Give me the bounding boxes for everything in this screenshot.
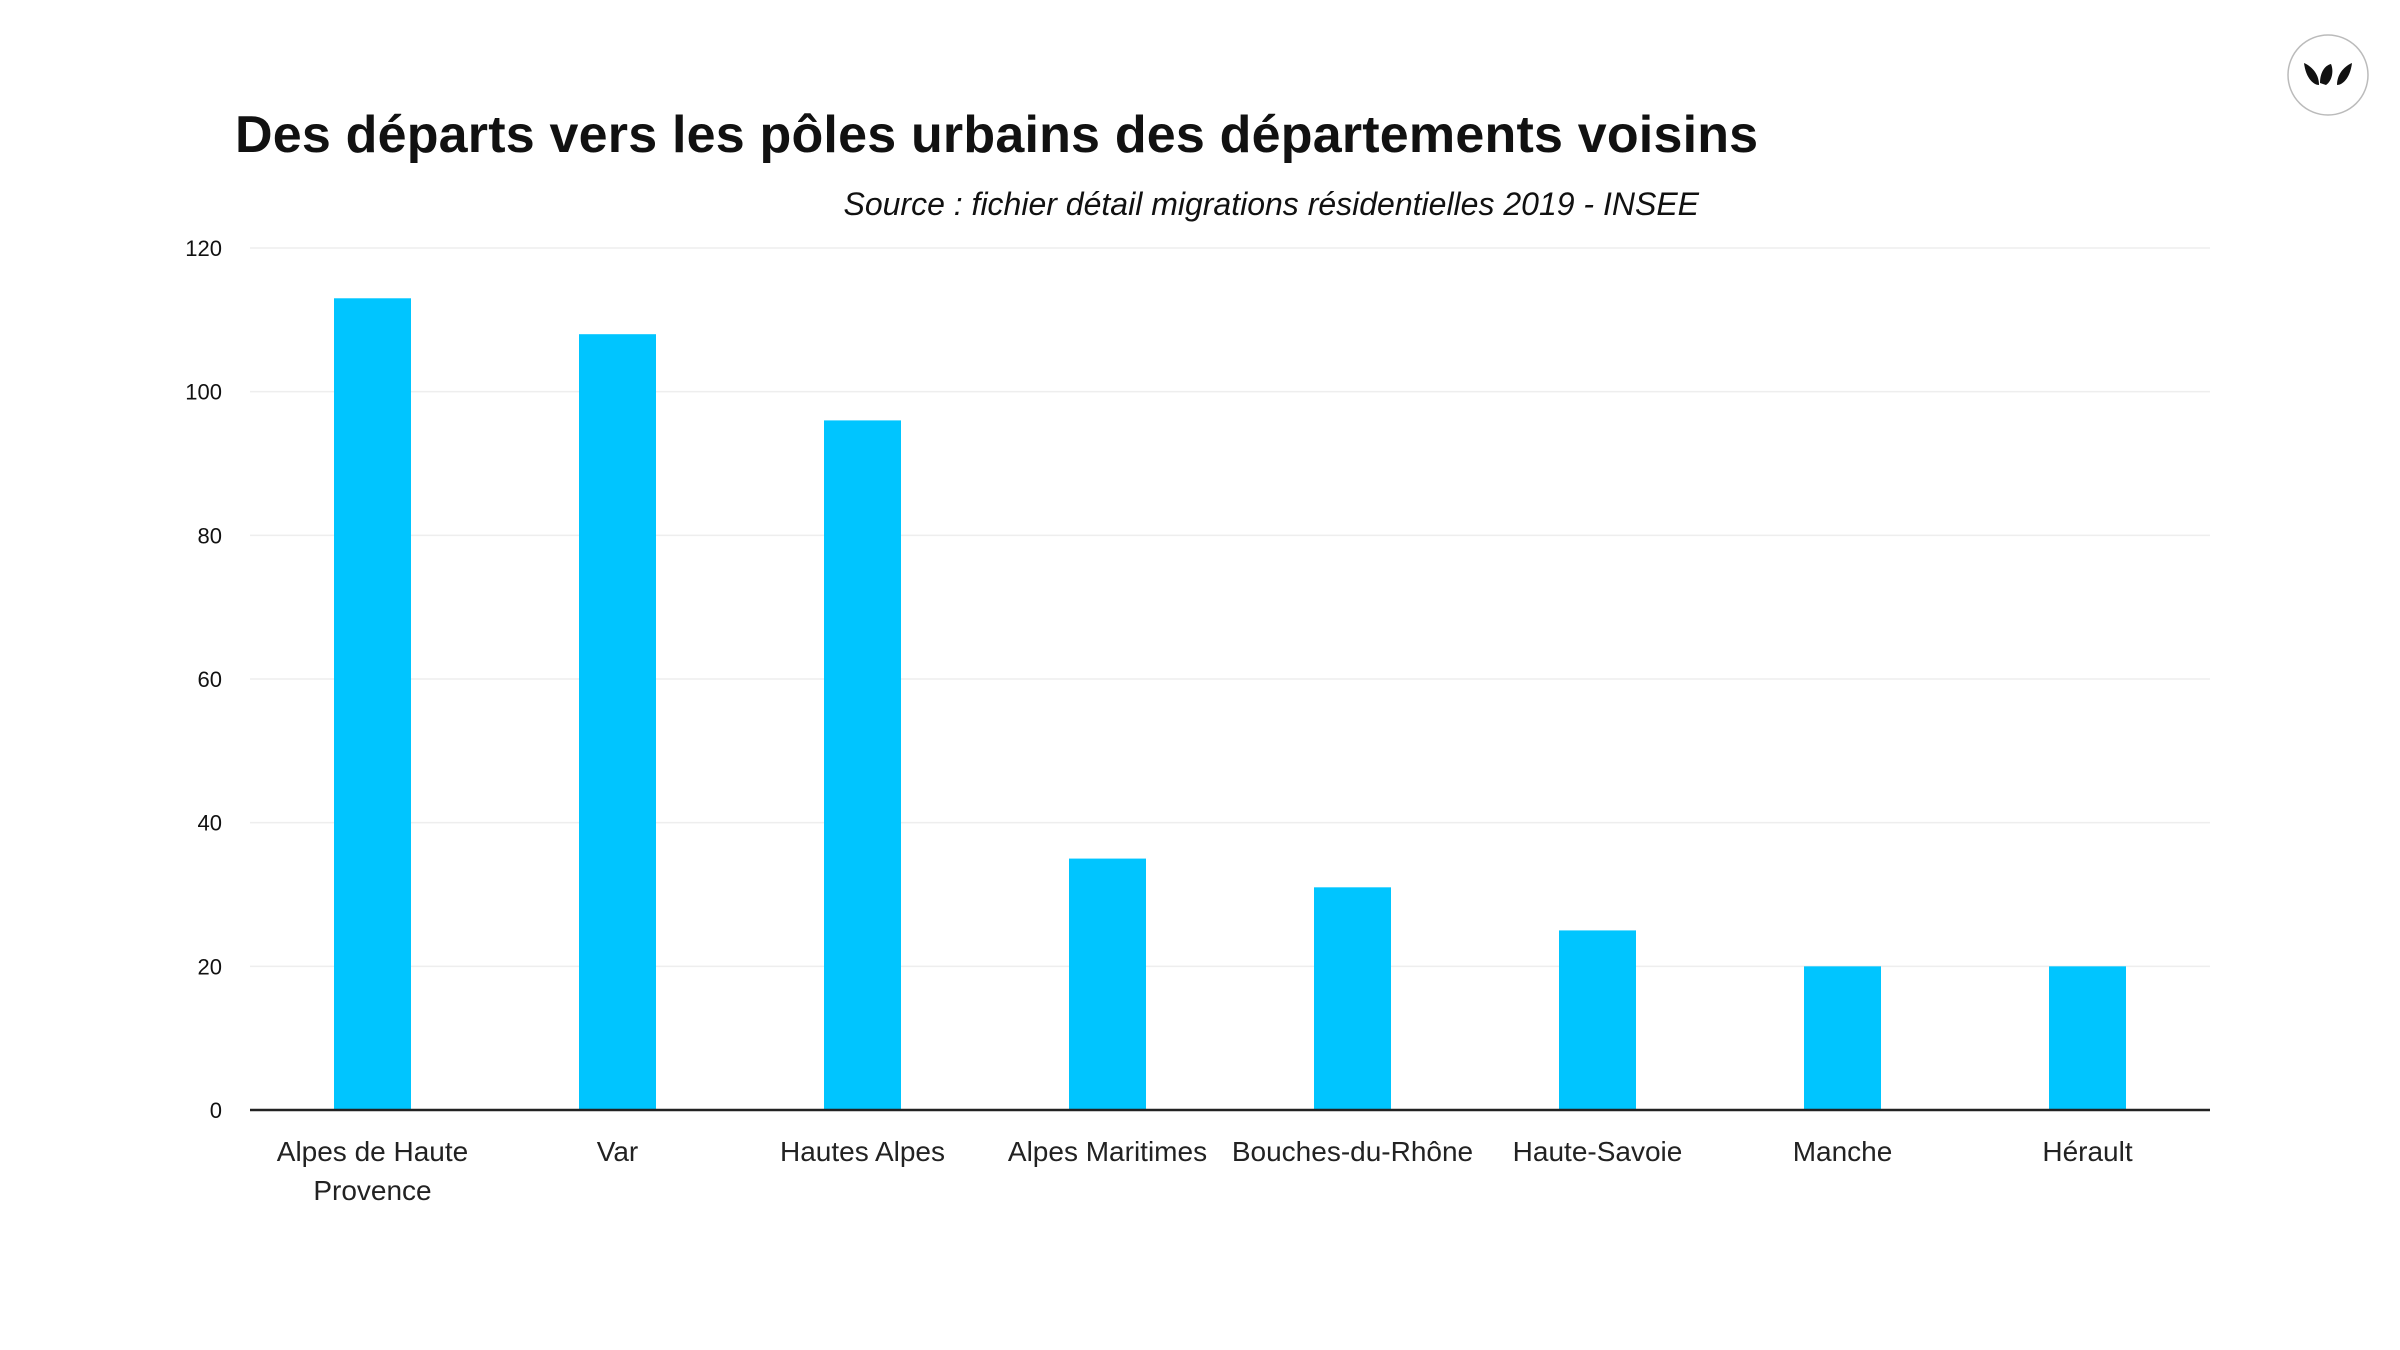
bar bbox=[1559, 930, 1636, 1110]
x-tick-label: Alpes Maritimes bbox=[1008, 1136, 1207, 1167]
bar bbox=[334, 298, 411, 1110]
y-tick-label: 80 bbox=[198, 523, 222, 548]
x-tick-label: Var bbox=[597, 1136, 639, 1167]
x-tick-label: Haute-Savoie bbox=[1513, 1136, 1683, 1167]
bar bbox=[1314, 887, 1391, 1110]
y-tick-label: 100 bbox=[185, 380, 222, 405]
bar bbox=[1069, 858, 1146, 1110]
bar bbox=[1804, 966, 1881, 1110]
x-tick-label: Bouches-du-Rhône bbox=[1232, 1136, 1473, 1167]
y-axis-ticks: 0 20 40 60 80 100 120 bbox=[185, 236, 222, 1123]
x-tick-label: Hérault bbox=[2042, 1136, 2132, 1167]
bar bbox=[2049, 966, 2126, 1110]
x-axis-ticks: Alpes de Haute Provence Var Hautes Alpes Alp… bbox=[277, 1136, 2133, 1206]
y-tick-label: 120 bbox=[185, 236, 222, 261]
x-tick-label: Provence bbox=[313, 1175, 431, 1206]
leaves-logo-icon bbox=[2287, 34, 2369, 116]
y-tick-label: 20 bbox=[198, 954, 222, 979]
x-tick-label: Hautes Alpes bbox=[780, 1136, 945, 1167]
y-tick-label: 40 bbox=[198, 811, 222, 836]
bar bbox=[824, 420, 901, 1110]
bars bbox=[334, 298, 2126, 1110]
bar bbox=[579, 334, 656, 1110]
y-tick-label: 0 bbox=[210, 1098, 222, 1123]
gridlines bbox=[250, 247, 2210, 968]
chart-title: Des départs vers les pôles urbains des d… bbox=[235, 106, 1759, 164]
x-tick-label: Manche bbox=[1793, 1136, 1893, 1167]
y-tick-label: 60 bbox=[198, 667, 222, 692]
chart-subtitle: Source : fichier détail migrations résid… bbox=[843, 186, 1699, 222]
x-tick-label: Alpes de Haute bbox=[277, 1136, 468, 1167]
